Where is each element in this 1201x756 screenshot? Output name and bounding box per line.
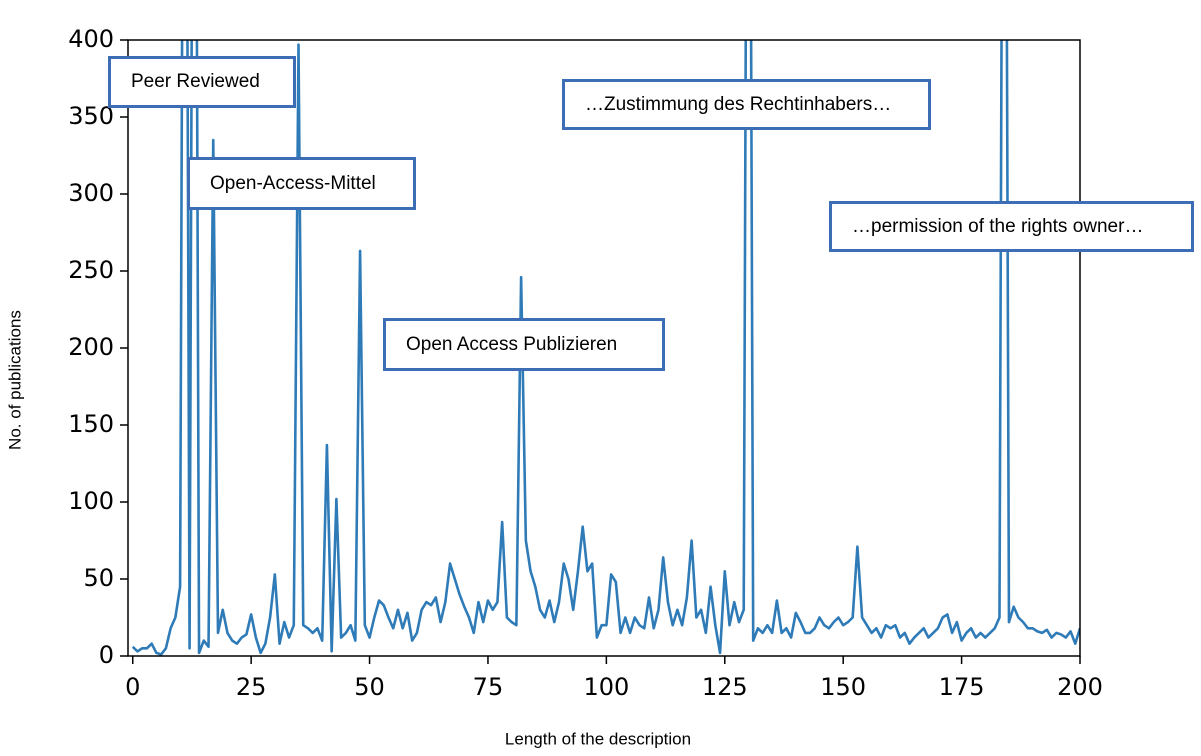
y-tick-label: 300 (68, 179, 114, 207)
data-line (131, 40, 1080, 656)
annotation: Peer Reviewed (108, 56, 296, 108)
x-tick-label: 50 (354, 673, 385, 701)
y-tick-label: 200 (68, 333, 114, 361)
annotation: …permission of the rights owner… (829, 201, 1194, 252)
x-tick-label: 150 (820, 673, 866, 701)
x-tick-label: 200 (1057, 673, 1103, 701)
x-axis-label: Length of the description (505, 729, 691, 748)
y-tick-label: 350 (68, 102, 114, 130)
y-tick-label: 400 (68, 25, 114, 53)
annotation: Open-Access-Mittel (187, 157, 416, 210)
x-tick-label: 75 (473, 673, 504, 701)
x-tick-label: 100 (583, 673, 629, 701)
y-tick-label: 100 (68, 487, 114, 515)
x-tick-label: 0 (125, 673, 140, 701)
annotation: …Zustimmung des Rechtinhabers… (562, 79, 931, 130)
annotation: Open Access Publizieren (383, 318, 665, 371)
y-axis-label: No. of publications (5, 310, 24, 450)
y-tick-label: 0 (99, 641, 114, 669)
plot-frame (127, 39, 1081, 657)
y-tick-label: 250 (68, 256, 114, 284)
y-tick-label: 50 (83, 564, 114, 592)
x-tick-label: 175 (939, 673, 985, 701)
x-tick-label: 25 (236, 673, 267, 701)
x-tick-label: 125 (702, 673, 748, 701)
y-tick-label: 150 (68, 410, 114, 438)
